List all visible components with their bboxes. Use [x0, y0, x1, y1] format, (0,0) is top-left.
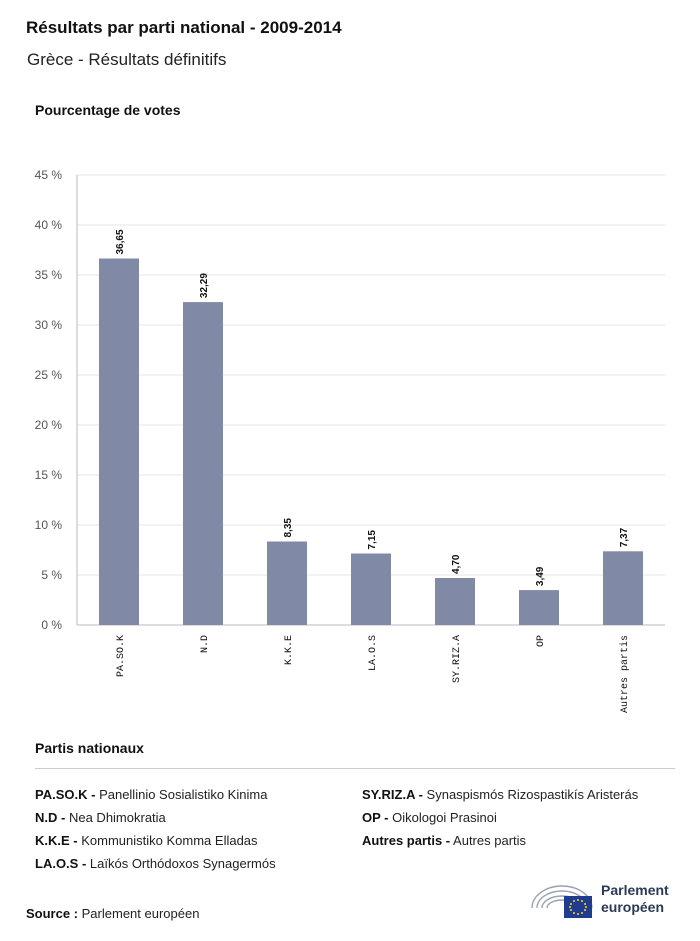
- data-label: 8,35: [283, 518, 294, 538]
- source-note: Source : Parlement européen: [26, 906, 199, 921]
- x-tick-label: N.D: [200, 635, 211, 653]
- x-tick-label: SY.RIZ.A: [452, 635, 463, 683]
- data-label: 7,37: [619, 527, 630, 547]
- bar: [183, 302, 223, 625]
- y-tick-label: 20 %: [35, 418, 63, 432]
- data-label: 3,49: [535, 566, 546, 586]
- legend-abbr: K.K.E -: [35, 833, 78, 848]
- legend-name: Panellinio Sosialistiko Kinima: [99, 787, 268, 802]
- legend-name: Autres partis: [453, 833, 527, 848]
- legend-item: PA.SO.K - Panellinio Sosialistiko Kinima: [35, 786, 276, 809]
- x-tick-label: OP: [536, 635, 547, 647]
- y-tick-label: 15 %: [35, 468, 63, 482]
- legend-name: Laïkós Orthódoxos Synagermós: [89, 856, 276, 871]
- legend-abbr: OP -: [362, 810, 389, 825]
- legend-divider: [35, 768, 675, 769]
- legend-name: Kommunistiko Komma Elladas: [81, 833, 258, 848]
- data-label: 4,70: [451, 554, 462, 574]
- bar: [603, 551, 643, 625]
- legend-title: Partis nationaux: [35, 740, 144, 756]
- legend-name: Nea Dhimokratia: [68, 810, 166, 825]
- hemicycle-eu-flag-icon: [531, 885, 593, 918]
- legend-item: SY.RIZ.A - Synaspismós Rizospastikís Ari…: [362, 786, 638, 809]
- bar: [519, 590, 559, 625]
- x-tick-label: Autres partis: [619, 635, 631, 713]
- bar-chart: 0 % 5 % 10 % 15 % 20 % 25 % 30 % 35 % 40 % 45 % 36…: [35, 168, 665, 713]
- legend-column-1: PA.SO.K - Panellinio Sosialistiko Kinima…: [35, 786, 276, 878]
- parliament-logo: Parlement européen: [528, 880, 678, 924]
- y-tick-label: 5 %: [41, 568, 62, 582]
- legend-abbr: Autres partis -: [362, 833, 451, 848]
- logo-line-1: Parlement: [601, 882, 669, 898]
- legend-column-2: SY.RIZ.A - Synaspismós Rizospastikís Ari…: [362, 786, 638, 855]
- legend-item: N.D - Nea Dhimokratia: [35, 809, 276, 832]
- x-tick-label: K.K.E: [284, 635, 295, 665]
- legend-abbr: LA.O.S -: [35, 856, 87, 871]
- legend-name: Oikologoi Prasinoi: [392, 810, 497, 825]
- data-label: 32,29: [199, 273, 210, 298]
- y-tick-label: 25 %: [35, 368, 63, 382]
- y-tick-label: 30 %: [35, 318, 63, 332]
- legend-abbr: N.D -: [35, 810, 66, 825]
- legend-item: OP - Oikologoi Prasinoi: [362, 809, 638, 832]
- legend-abbr: PA.SO.K -: [35, 787, 96, 802]
- y-axis-label: Pourcentage de votes: [35, 102, 181, 118]
- data-label: 7,15: [367, 530, 378, 550]
- chart-subtitle: Grèce - Résultats définitifs: [27, 50, 227, 69]
- legend-item: LA.O.S - Laïkós Orthódoxos Synagermós: [35, 855, 276, 878]
- bar: [99, 258, 139, 625]
- logo-line-2: européen: [601, 899, 665, 915]
- y-tick-label: 40 %: [35, 218, 63, 232]
- data-label: 36,65: [115, 229, 126, 254]
- y-tick-label: 45 %: [35, 168, 63, 182]
- chart-title: Résultats par parti national - 2009-2014: [26, 18, 342, 37]
- y-tick-label: 10 %: [35, 518, 63, 532]
- legend-item: K.K.E - Kommunistiko Komma Elladas: [35, 832, 276, 855]
- legend-name: Synaspismós Rizospastikís Aristerás: [426, 787, 639, 802]
- y-tick-label: 0 %: [41, 618, 62, 632]
- bar: [351, 553, 391, 625]
- y-tick-label: 35 %: [35, 268, 63, 282]
- legend-abbr: SY.RIZ.A -: [362, 787, 423, 802]
- x-tick-label: PA.SO.K: [116, 635, 127, 677]
- source-text: Parlement européen: [81, 906, 200, 921]
- legend-item: Autres partis - Autres partis: [362, 832, 638, 855]
- x-tick-label: LA.O.S: [368, 635, 379, 671]
- logo-wordmark: Parlement européen: [601, 882, 669, 916]
- bar: [435, 578, 475, 625]
- source-label: Source :: [26, 906, 79, 921]
- bar: [267, 541, 307, 625]
